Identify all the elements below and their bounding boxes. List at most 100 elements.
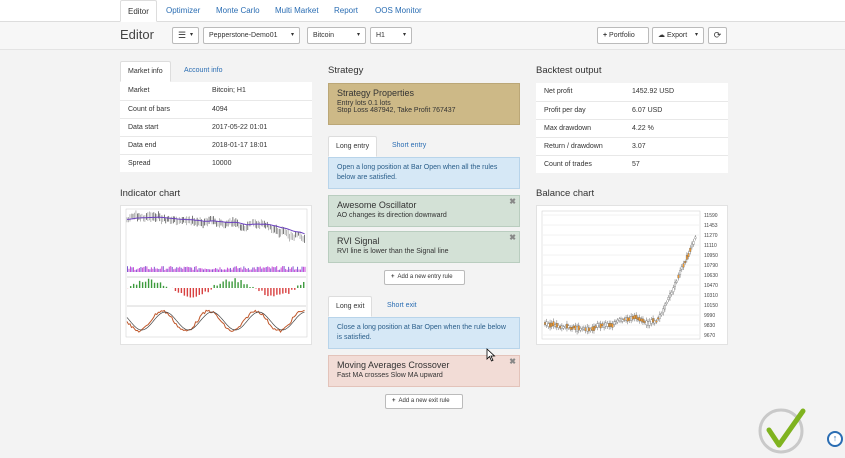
ao-bar (138, 280, 141, 288)
histogram-bar (194, 266, 196, 272)
ao-bar (234, 278, 236, 288)
candle-body (667, 297, 670, 301)
histogram-bar (282, 266, 284, 272)
histogram-bar (158, 269, 160, 272)
table-row: Max drawdown 4.22 % (536, 118, 728, 137)
add-entry-rule-button[interactable]: + Add a new entry rule (384, 270, 465, 285)
ao-bar (183, 288, 186, 296)
candle-body (564, 325, 567, 328)
candle-body (557, 325, 560, 328)
histogram-bar (273, 267, 275, 272)
candle-body (609, 323, 612, 327)
menu-button[interactable]: ☰ ▾ (172, 27, 199, 44)
add-exit-rule-button[interactable]: + Add a new exit rule (385, 394, 463, 409)
tab-optimizer[interactable]: Optimizer (166, 6, 201, 15)
tab-oos-monitor[interactable]: OOS Monitor (375, 6, 422, 15)
entry-rule-rvi-signal[interactable]: RVI Signal RVI line is lower than the Si… (328, 231, 520, 263)
ao-bar (156, 282, 159, 288)
tab-account-info[interactable]: Account info (184, 67, 223, 74)
y-tick-label: 11270 (704, 233, 718, 239)
candle-body (550, 322, 553, 327)
candle-body (662, 308, 665, 313)
close-icon[interactable]: ✖ (509, 233, 516, 242)
tab-long-exit[interactable]: Long exit (328, 296, 373, 317)
server-select[interactable]: Pepperstone-Demo01 ▾ (203, 27, 300, 44)
tab-report[interactable]: Report (334, 6, 359, 15)
arrow-up-icon: ↑ (832, 433, 838, 443)
export-button[interactable]: ☁ Export ▾ (652, 27, 704, 44)
candle-body (658, 314, 661, 319)
histogram-bar (300, 269, 302, 272)
portfolio-button[interactable]: + Portfolio (597, 27, 649, 44)
tab-monte-carlo[interactable]: Monte Carlo (216, 6, 260, 15)
close-icon[interactable]: ✖ (509, 197, 516, 206)
candle-body (687, 253, 690, 257)
balance-candles (544, 235, 697, 335)
candle-body (675, 280, 678, 283)
histogram-bar (259, 266, 261, 272)
tab-editor[interactable]: Editor (120, 0, 157, 22)
entry-rule-awesome-oscillator[interactable]: Awesome Oscillator AO changes its direct… (328, 195, 520, 227)
histogram-bar (303, 266, 305, 272)
histogram-bar (188, 267, 190, 272)
moving-average-line (126, 216, 305, 235)
candle-body (690, 243, 693, 248)
ao-bar (231, 281, 233, 288)
candle-body (655, 320, 658, 323)
ao-bar (135, 284, 138, 288)
histogram-bar (270, 268, 272, 272)
signal-line (126, 311, 305, 331)
ao-bar (225, 279, 227, 288)
scroll-to-top-button[interactable]: ↑ (827, 431, 843, 447)
close-icon[interactable]: ✖ (509, 357, 516, 366)
table-row: Profit per day 6.07 USD (536, 100, 728, 119)
candle-body (694, 236, 697, 239)
candle-body (621, 319, 624, 322)
histogram-bar (286, 269, 288, 272)
y-tick-label: 11110 (704, 243, 717, 249)
histogram-bar (189, 267, 191, 272)
tab-long-entry[interactable]: Long entry (328, 136, 378, 157)
histogram-bar (209, 269, 211, 272)
candle-body (566, 323, 568, 329)
period-select[interactable]: H1 ▾ (370, 27, 412, 44)
ao-bar (246, 284, 248, 288)
histogram-bar (156, 268, 158, 272)
exit-rule-moving-averages-crossover[interactable]: Moving Averages Crossover Fast MA crosse… (328, 355, 520, 387)
strategy-properties[interactable]: Strategy Properties Entry lots 0.1 lots … (328, 83, 520, 125)
y-tick-label: 10470 (704, 283, 718, 289)
tab-market-info[interactable]: Market info (120, 61, 171, 82)
candle-body (682, 263, 685, 268)
histogram-bar (153, 266, 155, 272)
exit-info: Close a long position at Bar Open when t… (328, 317, 520, 349)
rvi-line (126, 309, 305, 333)
histogram-bar (162, 266, 164, 272)
refresh-button[interactable]: ⟳ (708, 27, 727, 44)
ao-bar (201, 288, 203, 295)
histogram-bar (249, 269, 251, 272)
tab-short-exit[interactable]: Short exit (387, 302, 417, 309)
candle-body (642, 318, 644, 323)
histogram-bar (210, 269, 212, 272)
symbol-select[interactable]: Bitcoin ▾ (307, 27, 366, 44)
cloud-icon: ☁ (658, 32, 665, 39)
exit-tabs: Long exit Short exit (328, 296, 520, 317)
candle-body (559, 326, 562, 329)
table-row: Count of bars 4094 (120, 99, 312, 118)
tab-short-entry[interactable]: Short entry (392, 142, 427, 149)
histogram-bar (295, 269, 297, 272)
table-row: Count of trades 57 (536, 154, 728, 173)
candle-body (603, 323, 606, 328)
tab-multi-market[interactable]: Multi Market (275, 6, 319, 15)
histogram-bar (146, 266, 148, 272)
candle-body (672, 287, 675, 292)
histogram-bar (200, 268, 202, 272)
ao-bar (219, 283, 221, 288)
balance-y-ticks: 11590 11453 11270 11110 10950 10790 10630 10470… (704, 213, 718, 339)
histogram-bar (225, 269, 227, 272)
histogram-bar (134, 269, 136, 272)
histogram-bar (167, 268, 169, 272)
histogram-bar (204, 268, 206, 272)
histogram-bar (192, 269, 194, 272)
candle-body (645, 320, 648, 326)
